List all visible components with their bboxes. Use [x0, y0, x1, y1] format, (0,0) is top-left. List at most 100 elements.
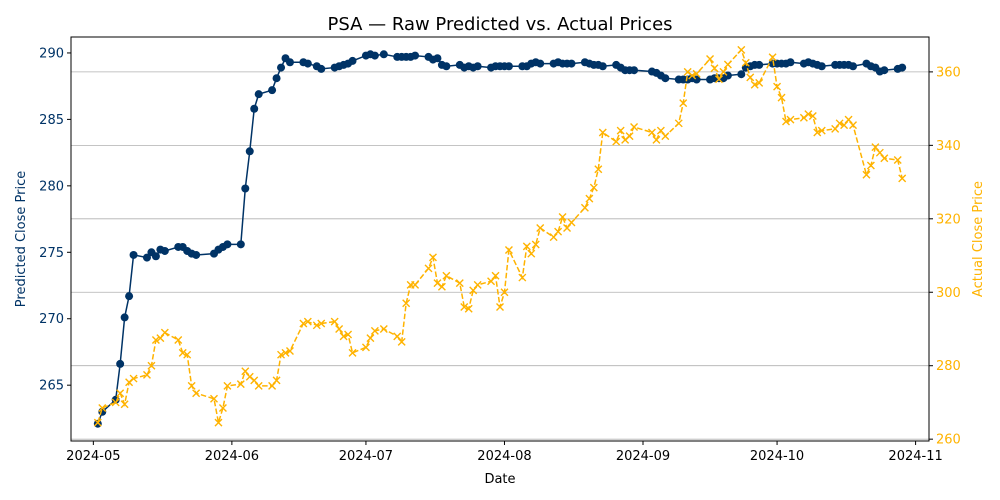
y-axis-right: 260 280 300 320 340 360	[929, 65, 961, 448]
actual-point	[379, 324, 388, 333]
actual-point	[554, 227, 563, 236]
actual-point	[272, 376, 281, 385]
y-right-tick-label: 320	[936, 212, 961, 227]
actual-point	[303, 317, 312, 326]
actual-point	[437, 282, 446, 291]
gridlines	[71, 71, 929, 440]
predicted-point	[125, 292, 134, 301]
actual-point	[317, 319, 326, 328]
actual-point	[589, 183, 598, 192]
actual-point	[840, 121, 849, 130]
actual-point	[585, 194, 594, 203]
y-right-tick-label: 280	[936, 359, 961, 374]
predicted-point	[245, 147, 254, 156]
actual-point	[831, 124, 840, 133]
predicted-point	[303, 59, 312, 68]
predicted-point	[737, 70, 746, 79]
actual-point	[370, 326, 379, 335]
actual-point	[160, 328, 169, 337]
y-right-tick-label: 360	[936, 65, 961, 80]
predicted-point	[236, 240, 245, 249]
y-right-tick-label: 260	[936, 433, 961, 448]
predicted-point	[192, 250, 201, 259]
actual-point	[616, 126, 625, 135]
actual-point	[563, 223, 572, 232]
actual-point	[241, 367, 250, 376]
actual-point	[804, 110, 813, 119]
actual-point	[183, 350, 192, 359]
actual-point	[156, 334, 165, 343]
actual-point	[522, 242, 531, 251]
actual-point	[93, 418, 102, 427]
actual-point	[630, 122, 639, 131]
actual-point	[330, 317, 339, 326]
actual-point	[361, 343, 370, 352]
actual-point	[424, 264, 433, 273]
predicted-point	[98, 407, 107, 416]
predicted-point	[120, 313, 129, 322]
actual-point	[647, 128, 656, 137]
actual-point	[719, 67, 728, 76]
actual-point	[487, 277, 496, 286]
x-tick-label: 2024-05	[66, 449, 120, 464]
predicted-point	[223, 240, 232, 249]
actual-point	[491, 271, 500, 280]
x-tick-label: 2024-10	[750, 449, 804, 464]
y-left-tick-label: 290	[39, 46, 64, 61]
actual-point	[880, 154, 889, 163]
actual-point	[817, 126, 826, 135]
predicted-point	[116, 359, 125, 368]
actual-point	[339, 332, 348, 341]
predicted-point	[898, 63, 907, 72]
predicted-point	[411, 51, 420, 60]
actual-point	[147, 361, 156, 370]
actual-point	[393, 332, 402, 341]
predicted-point	[370, 51, 379, 60]
actual-point	[120, 400, 129, 409]
predicted-point	[277, 63, 286, 72]
predicted-point	[129, 250, 138, 259]
actual-point	[755, 78, 764, 87]
actual-point	[594, 165, 603, 174]
actual-point	[527, 249, 536, 258]
actual-point	[504, 246, 513, 255]
actual-point	[460, 302, 469, 311]
actual-point	[549, 233, 558, 242]
actual-point	[335, 324, 344, 333]
actual-point	[862, 170, 871, 179]
actual-point	[111, 398, 120, 407]
actual-point	[808, 111, 817, 120]
actual-point	[768, 53, 777, 62]
actual-point	[214, 418, 223, 427]
actual-point	[268, 381, 277, 390]
actual-point	[714, 75, 723, 84]
actual-point	[178, 348, 187, 357]
x-tick-label: 2024-07	[339, 449, 393, 464]
actual-point	[612, 137, 621, 146]
y-axis-left: 265 270 275 280 285 290	[39, 46, 71, 394]
predicted-point	[250, 104, 259, 113]
actual-point	[455, 279, 464, 288]
actual-point	[250, 376, 259, 385]
predicted-point	[317, 64, 326, 73]
actual-point	[656, 126, 665, 135]
predicted-point	[661, 74, 670, 83]
actual-point	[737, 45, 746, 54]
predicted-point	[755, 60, 764, 69]
actual-point	[898, 174, 907, 183]
predicted-point	[93, 419, 102, 428]
y-axis-right-title: Actual Close Price	[971, 181, 986, 297]
predicted-point	[254, 90, 263, 99]
predicted-point	[241, 184, 250, 193]
actual-point	[281, 348, 290, 357]
actual-point	[98, 403, 107, 412]
actual-point	[402, 299, 411, 308]
actual-point	[411, 280, 420, 289]
actual-point	[567, 218, 576, 227]
predicted-point	[151, 252, 160, 261]
actual-point	[706, 55, 715, 64]
actual-point	[129, 374, 138, 383]
actual-point	[773, 82, 782, 91]
actual-point	[536, 223, 545, 232]
